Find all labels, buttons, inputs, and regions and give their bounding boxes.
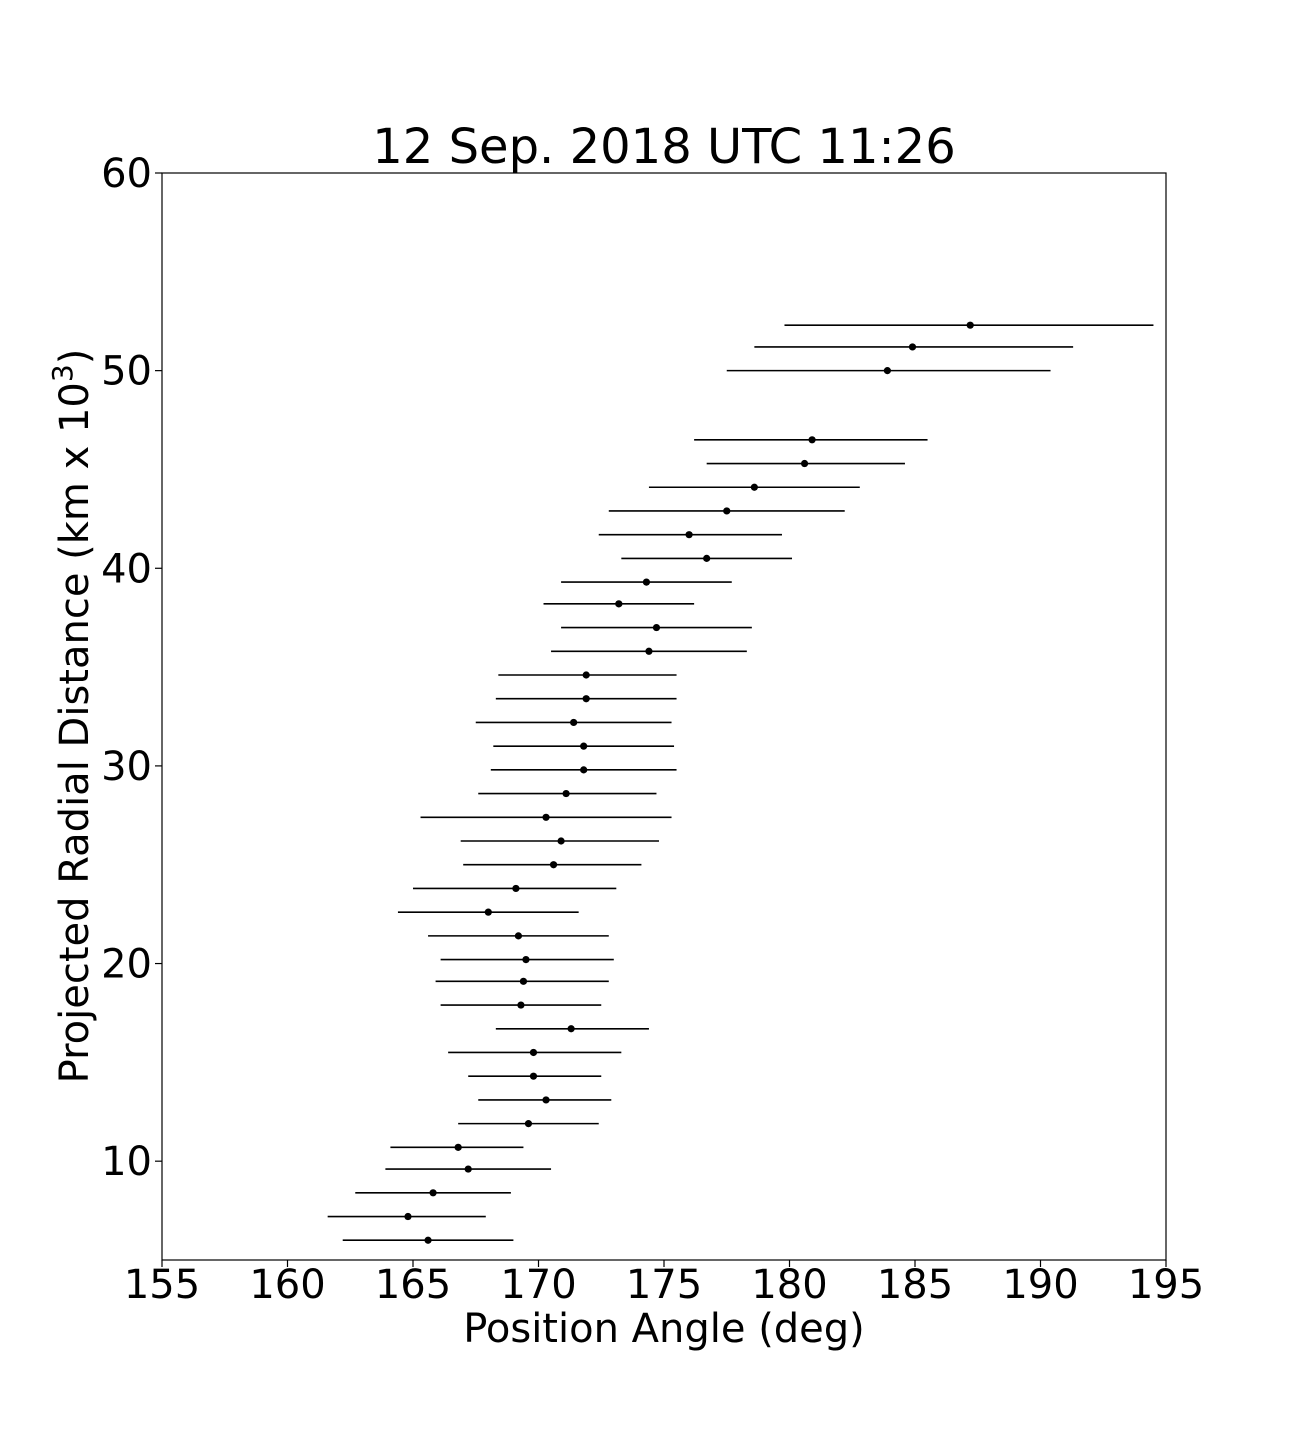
data-point: [567, 1025, 575, 1033]
y-axis-title-close: ): [52, 349, 98, 365]
x-tick-label: 190: [1002, 1262, 1078, 1308]
data-point: [464, 1165, 472, 1173]
data-point: [645, 647, 653, 655]
data-points: [404, 321, 974, 1244]
data-point: [582, 671, 590, 679]
data-point: [519, 977, 528, 985]
y-tick-label: 30: [101, 744, 152, 790]
data-point: [570, 718, 578, 727]
y-axis-title-group: Projected Radial Distance (km x 103): [46, 349, 98, 1084]
data-point: [542, 1096, 550, 1104]
data-point: [800, 459, 809, 468]
y-tick-label: 10: [101, 1139, 152, 1185]
chart-title: 12 Sep. 2018 UTC 11:26: [372, 119, 955, 175]
data-point: [685, 531, 693, 539]
data-point: [580, 766, 588, 774]
x-tick-label: 165: [375, 1262, 451, 1308]
data-point: [908, 343, 917, 351]
y-axis-title-exponent: 3: [46, 364, 79, 382]
x-tick-label: 195: [1128, 1262, 1204, 1308]
data-point: [652, 623, 661, 632]
x-tick-label: 175: [626, 1262, 702, 1308]
x-tick-label: 170: [500, 1262, 576, 1308]
x-tick-label: 155: [124, 1262, 200, 1308]
data-point: [524, 1120, 533, 1128]
y-axis-ticks: 10 20 30 40 50 60: [101, 151, 162, 1185]
x-axis-title: Position Angle (deg): [463, 1306, 865, 1352]
data-point: [429, 1189, 437, 1197]
data-point: [615, 600, 623, 608]
data-point: [549, 861, 558, 869]
data-point: [750, 483, 758, 491]
x-tick-label: 180: [751, 1262, 827, 1308]
data-point: [542, 813, 550, 821]
data-point: [529, 1072, 538, 1080]
y-axis-title: Projected Radial Distance (km x 103): [46, 349, 98, 1084]
data-point: [514, 932, 523, 940]
data-point: [529, 1048, 538, 1057]
y-tick-label: 20: [101, 942, 152, 988]
data-point: [404, 1212, 412, 1221]
data-point: [562, 789, 570, 798]
data-point: [703, 554, 711, 562]
data-point: [808, 436, 816, 444]
y-tick-label: 40: [101, 546, 152, 592]
data-point: [582, 695, 590, 703]
data-point: [883, 367, 891, 375]
data-point: [517, 1001, 525, 1009]
data-point: [512, 884, 520, 893]
data-point: [642, 578, 651, 586]
y-axis-title-main: Projected Radial Distance (km x 10: [52, 382, 98, 1083]
data-point: [580, 742, 588, 750]
x-axis-ticks: 155 160 165 170 175 180 185 190 195: [124, 1260, 1204, 1308]
data-point: [454, 1143, 462, 1151]
data-point: [484, 908, 492, 916]
x-tick-label: 160: [249, 1262, 325, 1308]
data-point: [557, 837, 565, 845]
plot-frame: [161, 172, 1167, 1261]
data-point: [424, 1236, 432, 1244]
data-point: [723, 507, 731, 515]
data-point: [966, 321, 974, 329]
y-tick-label: 50: [101, 349, 152, 395]
data-point: [522, 955, 530, 964]
x-tick-label: 185: [877, 1262, 953, 1308]
errorbars: [327, 324, 1154, 1242]
plot-area: [161, 172, 1167, 1261]
y-tick-label: 60: [101, 151, 152, 197]
